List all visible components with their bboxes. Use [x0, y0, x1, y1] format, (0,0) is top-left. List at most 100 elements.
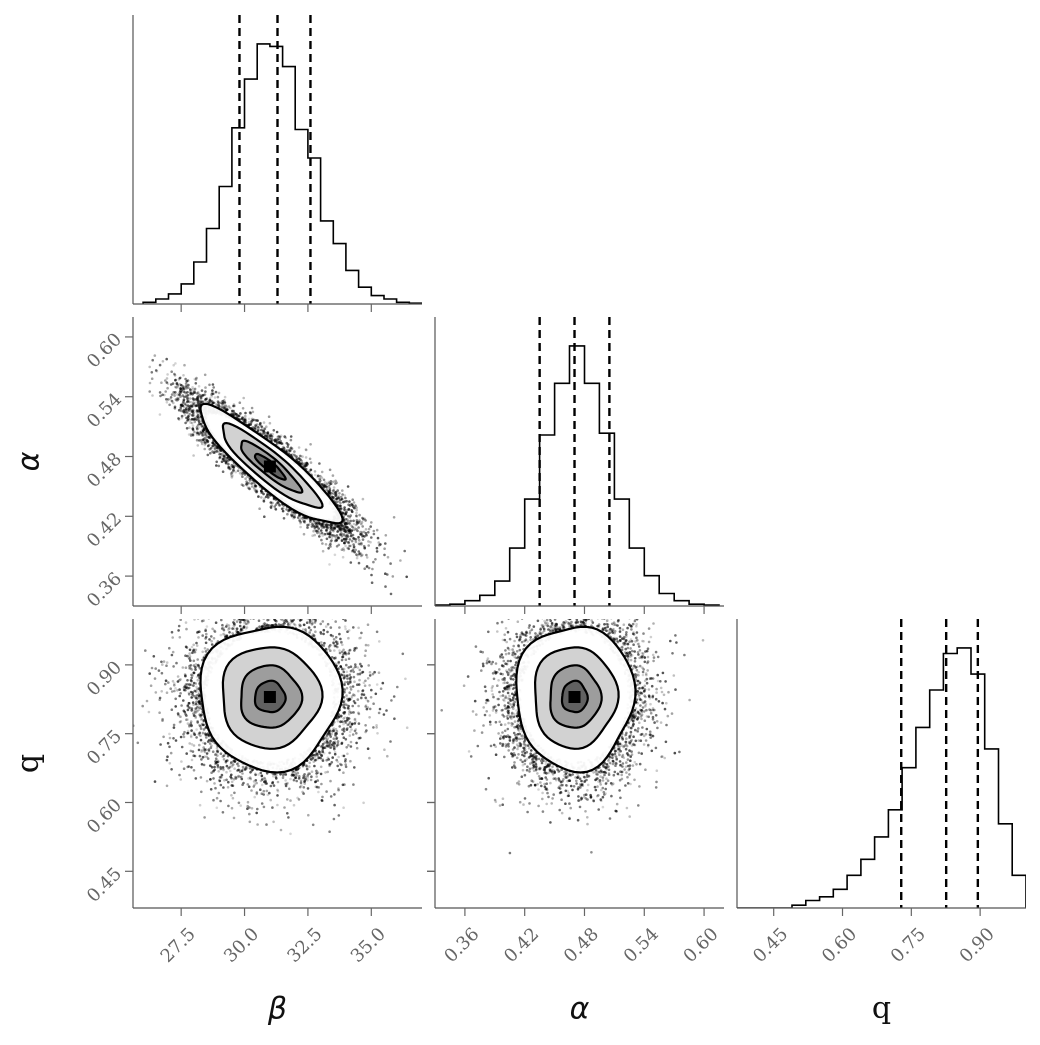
- scatter-point: [172, 737, 175, 740]
- scatter-point: [219, 752, 223, 755]
- scatter-point: [626, 775, 629, 779]
- scatter-point: [198, 743, 201, 747]
- scatter-point: [203, 428, 206, 431]
- scatter-point: [328, 535, 331, 539]
- scatter-point: [215, 464, 218, 467]
- scatter-point: [338, 632, 341, 636]
- scatter-point: [298, 623, 301, 627]
- scatter-point: [199, 422, 202, 426]
- scatter-point: [364, 705, 368, 708]
- scatter-point: [608, 761, 612, 765]
- scatter-point: [170, 653, 174, 657]
- scatter-point: [361, 689, 364, 693]
- scatter-point: [331, 634, 335, 638]
- scatter-point: [347, 652, 351, 655]
- scatter-point: [370, 521, 373, 524]
- scatter-point: [197, 673, 200, 677]
- scatter-point: [375, 546, 379, 550]
- scatter-point: [251, 419, 254, 422]
- scatter-point: [276, 438, 280, 441]
- scatter-point: [332, 817, 336, 821]
- scatter-point: [313, 533, 317, 537]
- scatter-point: [176, 675, 180, 678]
- scatter-point: [194, 708, 198, 711]
- scatter-point: [340, 714, 343, 718]
- scatter-point: [343, 527, 346, 530]
- scatter-point: [218, 401, 221, 405]
- scatter-point: [186, 731, 190, 735]
- scatter-point: [189, 749, 193, 753]
- scatter-point: [354, 720, 358, 723]
- scatter-point: [361, 534, 365, 538]
- scatter-point: [198, 393, 202, 397]
- scatter-point: [247, 417, 251, 421]
- scatter-point: [227, 626, 231, 630]
- scatter-point: [392, 516, 396, 519]
- scatter-point: [313, 753, 317, 757]
- scatter-point: [178, 720, 182, 724]
- scatter-point: [652, 614, 655, 617]
- scatter-point: [195, 675, 199, 679]
- scatter-point: [321, 744, 324, 748]
- scatter-point: [315, 769, 318, 773]
- scatter-point: [335, 732, 338, 735]
- joint-beta-q: [133, 593, 409, 836]
- scatter-point: [188, 742, 191, 745]
- scatter-point: [244, 421, 247, 424]
- scatter-point: [249, 771, 252, 774]
- scatter-point: [375, 630, 379, 634]
- scatter-point: [203, 436, 206, 440]
- scatter-point: [290, 513, 293, 516]
- scatter-point: [182, 733, 185, 736]
- scatter-point: [355, 523, 358, 526]
- scatter-point: [487, 630, 490, 634]
- scatter-point: [384, 572, 387, 575]
- scatter-point: [309, 520, 312, 523]
- scatter-point: [352, 675, 356, 679]
- scatter-point: [342, 771, 345, 774]
- scatter-point: [309, 778, 313, 782]
- scatter-point: [343, 716, 347, 719]
- scatter-point: [351, 704, 355, 708]
- scatter-point: [345, 728, 349, 731]
- scatter-point: [153, 354, 157, 357]
- scatter-point: [643, 660, 647, 664]
- scatter-point: [226, 786, 230, 789]
- scatter-point: [205, 752, 209, 755]
- scatter-point: [640, 714, 643, 717]
- scatter-point: [260, 426, 264, 429]
- scatter-point: [184, 674, 187, 678]
- scatter-point: [232, 410, 235, 413]
- scatter-point: [357, 520, 361, 524]
- scatter-point: [236, 469, 240, 473]
- scatter-point: [193, 420, 197, 424]
- scatter-point: [236, 608, 239, 611]
- scatter-point: [251, 593, 254, 596]
- scatter-point: [164, 379, 167, 382]
- scatter-point: [299, 525, 302, 529]
- scatter-point: [346, 526, 350, 529]
- scatter-point: [165, 381, 169, 384]
- scatter-point: [322, 522, 325, 526]
- scatter-point: [259, 771, 263, 775]
- scatter-point: [205, 400, 209, 404]
- scatter-point: [192, 454, 195, 457]
- scatter-point: [219, 455, 222, 459]
- scatter-point: [271, 432, 274, 436]
- scatter-point: [176, 712, 180, 715]
- scatter-point: [208, 764, 212, 767]
- scatter-point: [560, 600, 563, 603]
- scatter-point: [263, 624, 266, 627]
- scatter-point: [535, 633, 538, 636]
- scatter-point: [207, 748, 211, 751]
- scatter-point: [328, 468, 332, 472]
- scatter-point: [164, 682, 167, 686]
- scatter-point: [272, 784, 276, 787]
- scatter-point: [241, 472, 244, 476]
- scatter-point: [196, 411, 199, 415]
- scatter-point: [545, 787, 548, 790]
- scatter-point: [225, 778, 228, 782]
- scatter-point: [370, 536, 373, 539]
- scatter-point: [203, 447, 206, 451]
